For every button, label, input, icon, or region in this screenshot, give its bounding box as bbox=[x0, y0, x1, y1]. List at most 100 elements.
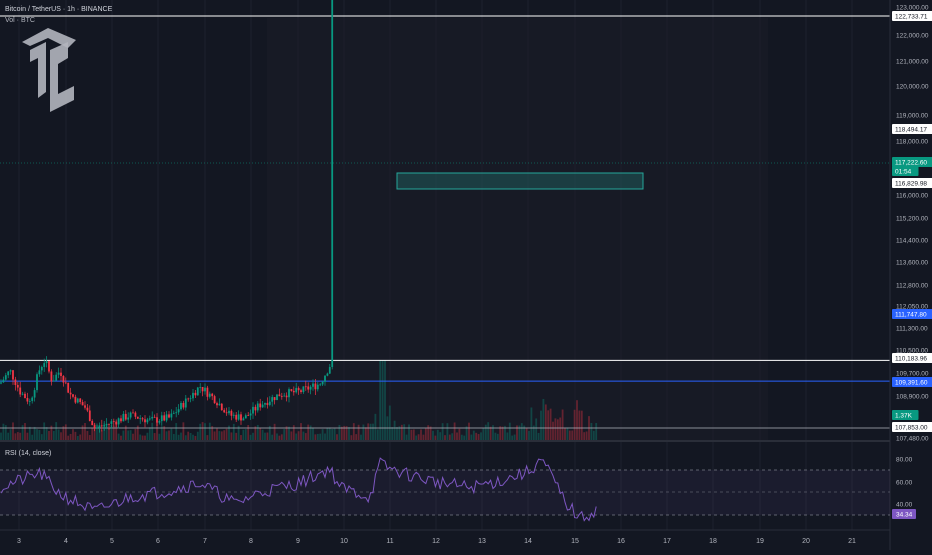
candle-body bbox=[230, 410, 233, 416]
candle-body bbox=[266, 403, 269, 405]
volume-bar bbox=[141, 435, 144, 440]
price-badge bbox=[892, 422, 932, 432]
volume-bar bbox=[280, 434, 283, 440]
volume-bar bbox=[436, 429, 439, 440]
candle-body bbox=[285, 395, 288, 398]
candle-body bbox=[110, 421, 113, 424]
candle-body bbox=[261, 404, 264, 408]
volume-bar bbox=[208, 422, 211, 440]
candles bbox=[0, 0, 334, 433]
price-badge-label: 01:54 bbox=[895, 169, 912, 176]
candle-body bbox=[199, 386, 202, 388]
candle-body bbox=[158, 421, 161, 423]
candle-body bbox=[76, 398, 79, 403]
candle-body bbox=[235, 414, 238, 420]
price-badge bbox=[892, 377, 932, 387]
volume-bar bbox=[451, 433, 454, 440]
volume-bar bbox=[187, 431, 190, 440]
symbol-title[interactable]: Bitcoin / TetherUS · 1h · BINANCE bbox=[5, 6, 113, 13]
candle-body bbox=[163, 415, 166, 421]
rsi-tick: 40.00 bbox=[896, 502, 913, 509]
candle-body bbox=[276, 394, 278, 401]
volume-bar bbox=[343, 425, 346, 440]
volume-bar bbox=[537, 432, 540, 440]
rsi-pane[interactable]: RSI (14, close) bbox=[0, 450, 890, 522]
volume-bar bbox=[93, 423, 96, 440]
volume-bar bbox=[165, 431, 168, 440]
volume-bar bbox=[288, 426, 290, 440]
volume-bar bbox=[62, 426, 65, 440]
candle-body bbox=[146, 419, 149, 423]
volume-bar bbox=[254, 426, 257, 440]
time-tick: 15 bbox=[571, 538, 579, 545]
volume-bar bbox=[328, 427, 331, 440]
candle-body bbox=[153, 416, 156, 418]
volume-bar bbox=[276, 433, 278, 440]
candle-body bbox=[259, 403, 262, 408]
volume-bar bbox=[528, 430, 530, 440]
volume-bar bbox=[156, 422, 158, 440]
time-tick: 19 bbox=[756, 538, 764, 545]
candle-body bbox=[31, 397, 34, 401]
candle-body bbox=[304, 386, 307, 388]
support-zone[interactable] bbox=[396, 172, 644, 190]
price-tick: 108,900.00 bbox=[896, 394, 929, 401]
volume-bar bbox=[170, 428, 173, 440]
volume-bar bbox=[405, 434, 408, 440]
volume-bar bbox=[434, 435, 437, 440]
volume-bar bbox=[43, 422, 46, 440]
candle-body bbox=[21, 393, 24, 395]
candle-body bbox=[264, 403, 266, 405]
time-tick: 20 bbox=[802, 538, 810, 545]
price-badge-label: 118,494.17 bbox=[895, 127, 927, 134]
volume-bar bbox=[367, 423, 370, 440]
candle-body bbox=[297, 388, 300, 391]
volume-bar bbox=[199, 423, 202, 440]
rsi-title[interactable]: RSI (14, close) bbox=[5, 450, 51, 457]
volume-bar bbox=[120, 435, 122, 440]
volume-bar bbox=[48, 430, 50, 440]
volume-bar bbox=[494, 432, 497, 440]
volume-bar bbox=[520, 423, 523, 440]
volume-bar bbox=[134, 428, 137, 440]
candle-body bbox=[172, 412, 175, 414]
candle-body bbox=[134, 412, 137, 417]
candle-body bbox=[4, 375, 7, 380]
candle-body bbox=[57, 372, 60, 375]
candle-body bbox=[288, 389, 290, 398]
volume-bar bbox=[232, 423, 235, 440]
candle-body bbox=[79, 398, 82, 403]
price-axis[interactable]: 123,000.00 122,000.00 121,000.00 120,000.00… bbox=[896, 5, 929, 443]
candle-body bbox=[175, 412, 178, 414]
volume-bar bbox=[230, 432, 233, 440]
time-tick: 12 bbox=[432, 538, 440, 545]
volume-label[interactable]: Vol · BTC bbox=[5, 17, 35, 24]
volume-bar bbox=[31, 434, 34, 440]
candle-body bbox=[300, 390, 302, 393]
volume-bar bbox=[110, 425, 113, 440]
volume-bar bbox=[69, 433, 72, 440]
time-axis[interactable]: 3 4 5 6 7 8 9 10 11 12 13 14 15 16 17 18 19 20 21 bbox=[17, 538, 856, 545]
volume-bar bbox=[182, 422, 185, 440]
price-tick: 112,050.00 bbox=[896, 304, 928, 311]
candle-body bbox=[144, 419, 146, 423]
volume-bar bbox=[228, 425, 230, 440]
volume-bar bbox=[321, 429, 324, 440]
volume-bar bbox=[544, 404, 547, 440]
volume-bar bbox=[535, 418, 538, 440]
candle-body bbox=[312, 383, 314, 387]
volume-bar bbox=[504, 425, 506, 440]
candle-body bbox=[84, 405, 86, 408]
volume-bar bbox=[295, 433, 298, 440]
volume-bar bbox=[415, 435, 418, 440]
volume-bar bbox=[72, 429, 74, 440]
volume-bar bbox=[393, 420, 396, 440]
price-tick: 123,000.00 bbox=[896, 5, 929, 12]
horizontal-lines[interactable] bbox=[0, 0, 890, 429]
volume-bar bbox=[465, 426, 468, 440]
logo bbox=[22, 28, 76, 112]
price-tick: 118,000.00 bbox=[896, 139, 928, 146]
candle-body bbox=[26, 398, 29, 402]
